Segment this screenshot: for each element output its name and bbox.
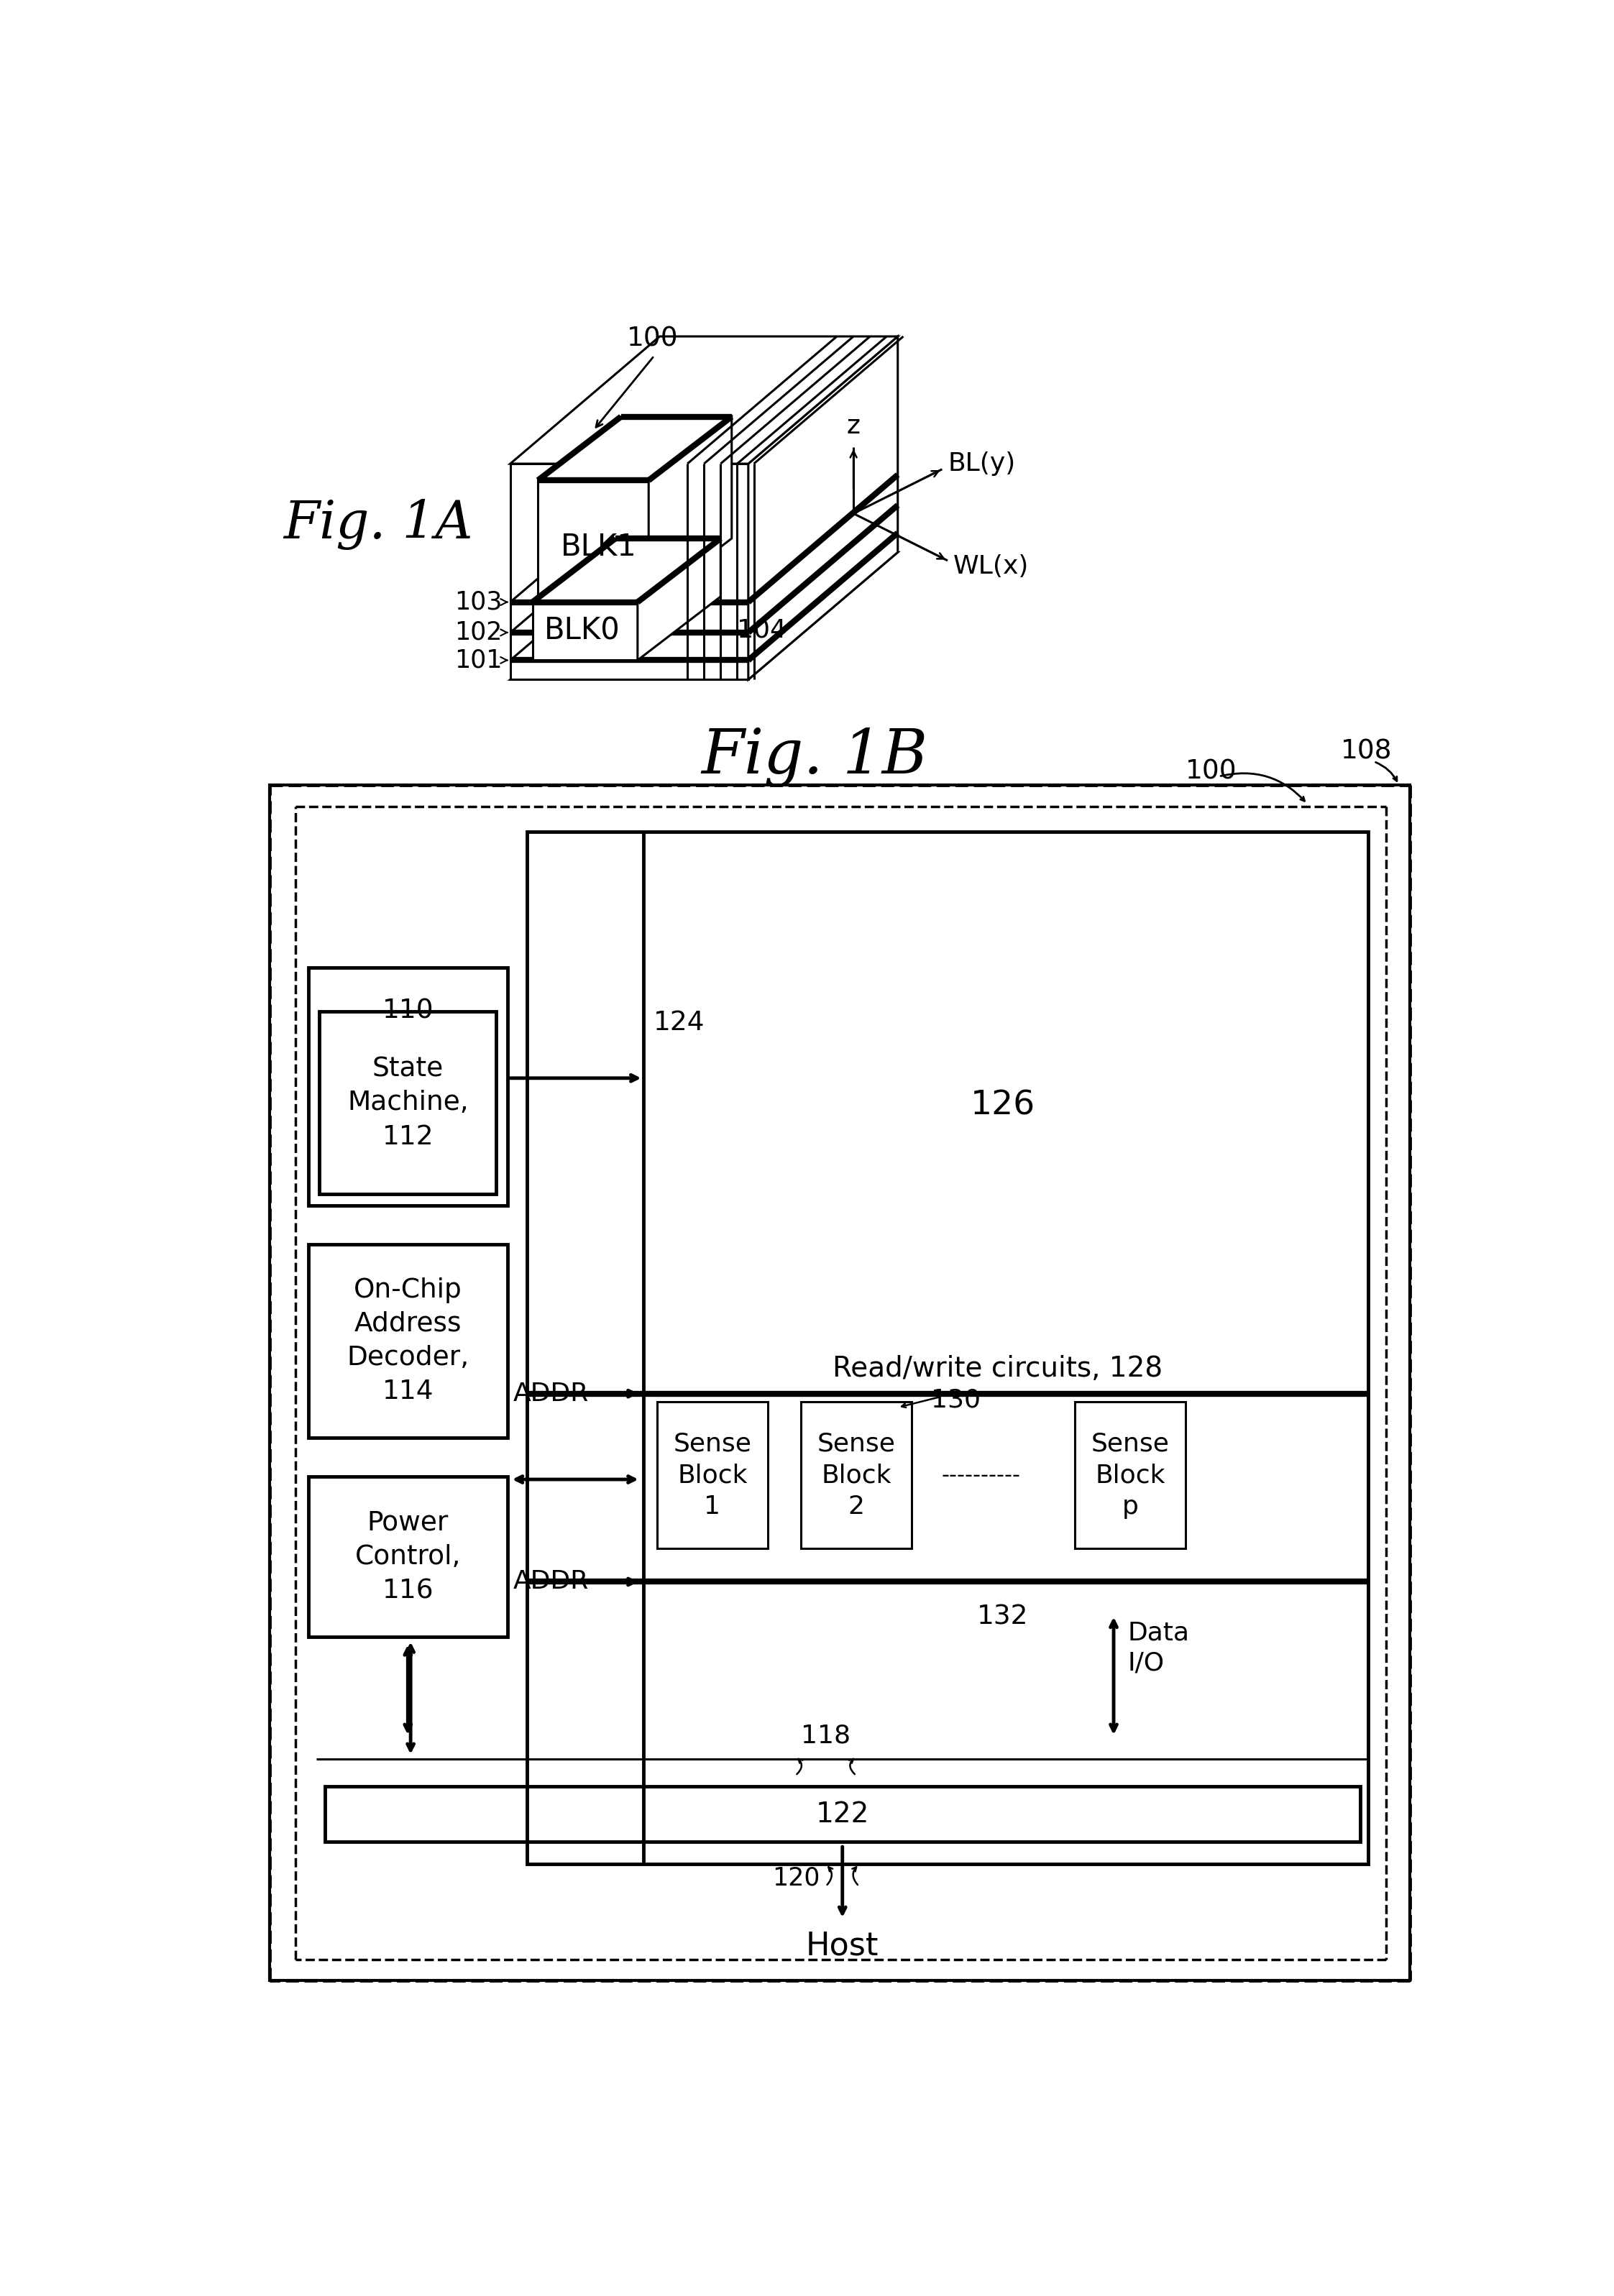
Polygon shape — [649, 416, 731, 602]
Text: Fig. 1B: Fig. 1B — [702, 728, 928, 788]
Polygon shape — [533, 602, 638, 661]
Text: 124: 124 — [654, 1010, 704, 1035]
Text: BL(y): BL(y) — [947, 452, 1015, 475]
Polygon shape — [749, 338, 897, 680]
Text: Fig. 1A: Fig. 1A — [284, 498, 473, 551]
Text: Sense
Block
1: Sense Block 1 — [673, 1433, 752, 1518]
Text: Power
Control,
116: Power Control, 116 — [355, 1511, 462, 1605]
Text: 102: 102 — [454, 620, 502, 645]
Text: 108: 108 — [1341, 739, 1393, 765]
Text: Data
I/O: Data I/O — [1128, 1621, 1190, 1676]
Text: ADDR: ADDR — [513, 1570, 589, 1593]
Text: 126: 126 — [970, 1091, 1035, 1123]
Polygon shape — [510, 338, 897, 464]
Polygon shape — [537, 416, 731, 480]
Polygon shape — [537, 480, 649, 602]
Text: Read/write circuits, 128: Read/write circuits, 128 — [833, 1355, 1162, 1382]
Polygon shape — [510, 553, 897, 680]
Text: BLK0: BLK0 — [544, 615, 620, 645]
Text: 100: 100 — [626, 326, 678, 351]
Text: WL(x): WL(x) — [954, 553, 1028, 579]
Text: 104: 104 — [738, 618, 788, 643]
Text: 110: 110 — [383, 999, 434, 1024]
Polygon shape — [638, 540, 720, 661]
Text: 103: 103 — [454, 590, 502, 615]
Text: State
Machine,
112: State Machine, 112 — [347, 1056, 468, 1150]
Text: 120: 120 — [773, 1867, 820, 1890]
Text: BLK1: BLK1 — [560, 533, 638, 563]
Text: 118: 118 — [801, 1724, 851, 1747]
Polygon shape — [510, 464, 749, 680]
Text: 101: 101 — [454, 647, 502, 673]
Text: On-Chip
Address
Decoder,
114: On-Chip Address Decoder, 114 — [347, 1277, 470, 1405]
Text: 132: 132 — [976, 1605, 1028, 1630]
Text: Sense
Block
p: Sense Block p — [1091, 1433, 1170, 1518]
Text: ADDR: ADDR — [513, 1382, 589, 1405]
Text: 122: 122 — [815, 1800, 868, 1828]
Text: 130: 130 — [931, 1389, 981, 1412]
Text: z: z — [847, 413, 860, 439]
Text: 100: 100 — [1186, 760, 1236, 785]
Polygon shape — [533, 540, 720, 602]
Text: ----------: ---------- — [941, 1465, 1020, 1486]
Text: Sense
Block
2: Sense Block 2 — [817, 1433, 896, 1518]
Text: Host: Host — [805, 1931, 880, 1961]
